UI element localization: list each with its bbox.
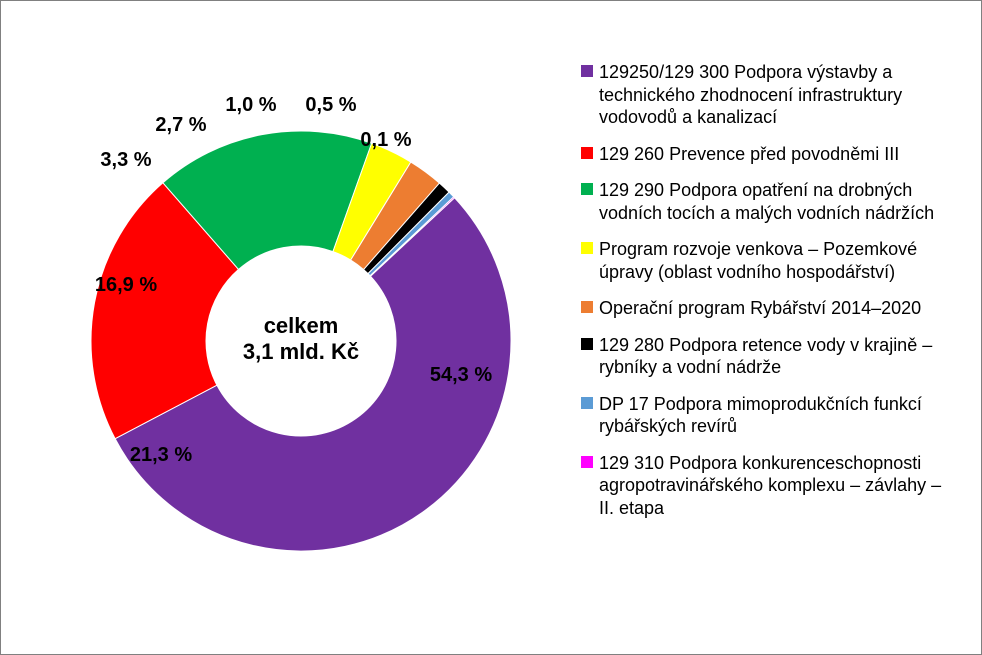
legend-row-3: Program rozvoje venkova – Pozemkové úpra… (581, 238, 961, 283)
pct-label-2: 16,9 % (95, 274, 157, 296)
legend-row-7: 129 310 Podpora konkurenceschopnosti agr… (581, 452, 961, 520)
pct-label-3: 3,3 % (100, 149, 151, 171)
legend-label-2: 129 290 Podpora opatření na drobných vod… (599, 179, 961, 224)
legend-row-6: DP 17 Podpora mimoprodukčních funkcí ryb… (581, 393, 961, 438)
legend-swatch-0 (581, 65, 593, 77)
pct-label-0: 54,3 % (430, 364, 492, 386)
legend-label-4: Operační program Rybářství 2014–2020 (599, 297, 961, 320)
legend: 129250/129 300 Podpora výstavby a techni… (581, 61, 961, 533)
legend-row-1: 129 260 Prevence před povodněmi III (581, 143, 961, 166)
legend-label-0: 129250/129 300 Podpora výstavby a techni… (599, 61, 961, 129)
legend-swatch-7 (581, 456, 593, 468)
pct-label-4: 2,7 % (155, 114, 206, 136)
legend-row-4: Operační program Rybářství 2014–2020 (581, 297, 961, 320)
legend-swatch-1 (581, 147, 593, 159)
legend-swatch-5 (581, 338, 593, 350)
pct-label-6: 0,5 % (305, 94, 356, 116)
donut-chart: celkem3,1 mld. Kč 54,3 % 21,3 % 16,9 % 3,3 %… (41, 41, 561, 601)
legend-label-7: 129 310 Podpora konkurenceschopnosti agr… (599, 452, 961, 520)
legend-swatch-6 (581, 397, 593, 409)
legend-row-5: 129 280 Podpora retence vody v krajině –… (581, 334, 961, 379)
legend-label-5: 129 280 Podpora retence vody v krajině –… (599, 334, 961, 379)
legend-swatch-4 (581, 301, 593, 313)
pct-label-5: 1,0 % (225, 94, 276, 116)
pct-label-7: 0,1 % (360, 129, 411, 151)
legend-label-6: DP 17 Podpora mimoprodukčních funkcí ryb… (599, 393, 961, 438)
legend-row-2: 129 290 Podpora opatření na drobných vod… (581, 179, 961, 224)
center-text-line2: 3,1 mld. Kč (243, 339, 359, 364)
center-text-line1: celkem (264, 313, 339, 338)
legend-label-3: Program rozvoje venkova – Pozemkové úpra… (599, 238, 961, 283)
chart-frame: celkem3,1 mld. Kč 54,3 % 21,3 % 16,9 % 3,3 %… (0, 0, 982, 655)
legend-row-0: 129250/129 300 Podpora výstavby a techni… (581, 61, 961, 129)
pct-label-1: 21,3 % (130, 444, 192, 466)
legend-swatch-3 (581, 242, 593, 254)
legend-swatch-2 (581, 183, 593, 195)
legend-label-1: 129 260 Prevence před povodněmi III (599, 143, 961, 166)
